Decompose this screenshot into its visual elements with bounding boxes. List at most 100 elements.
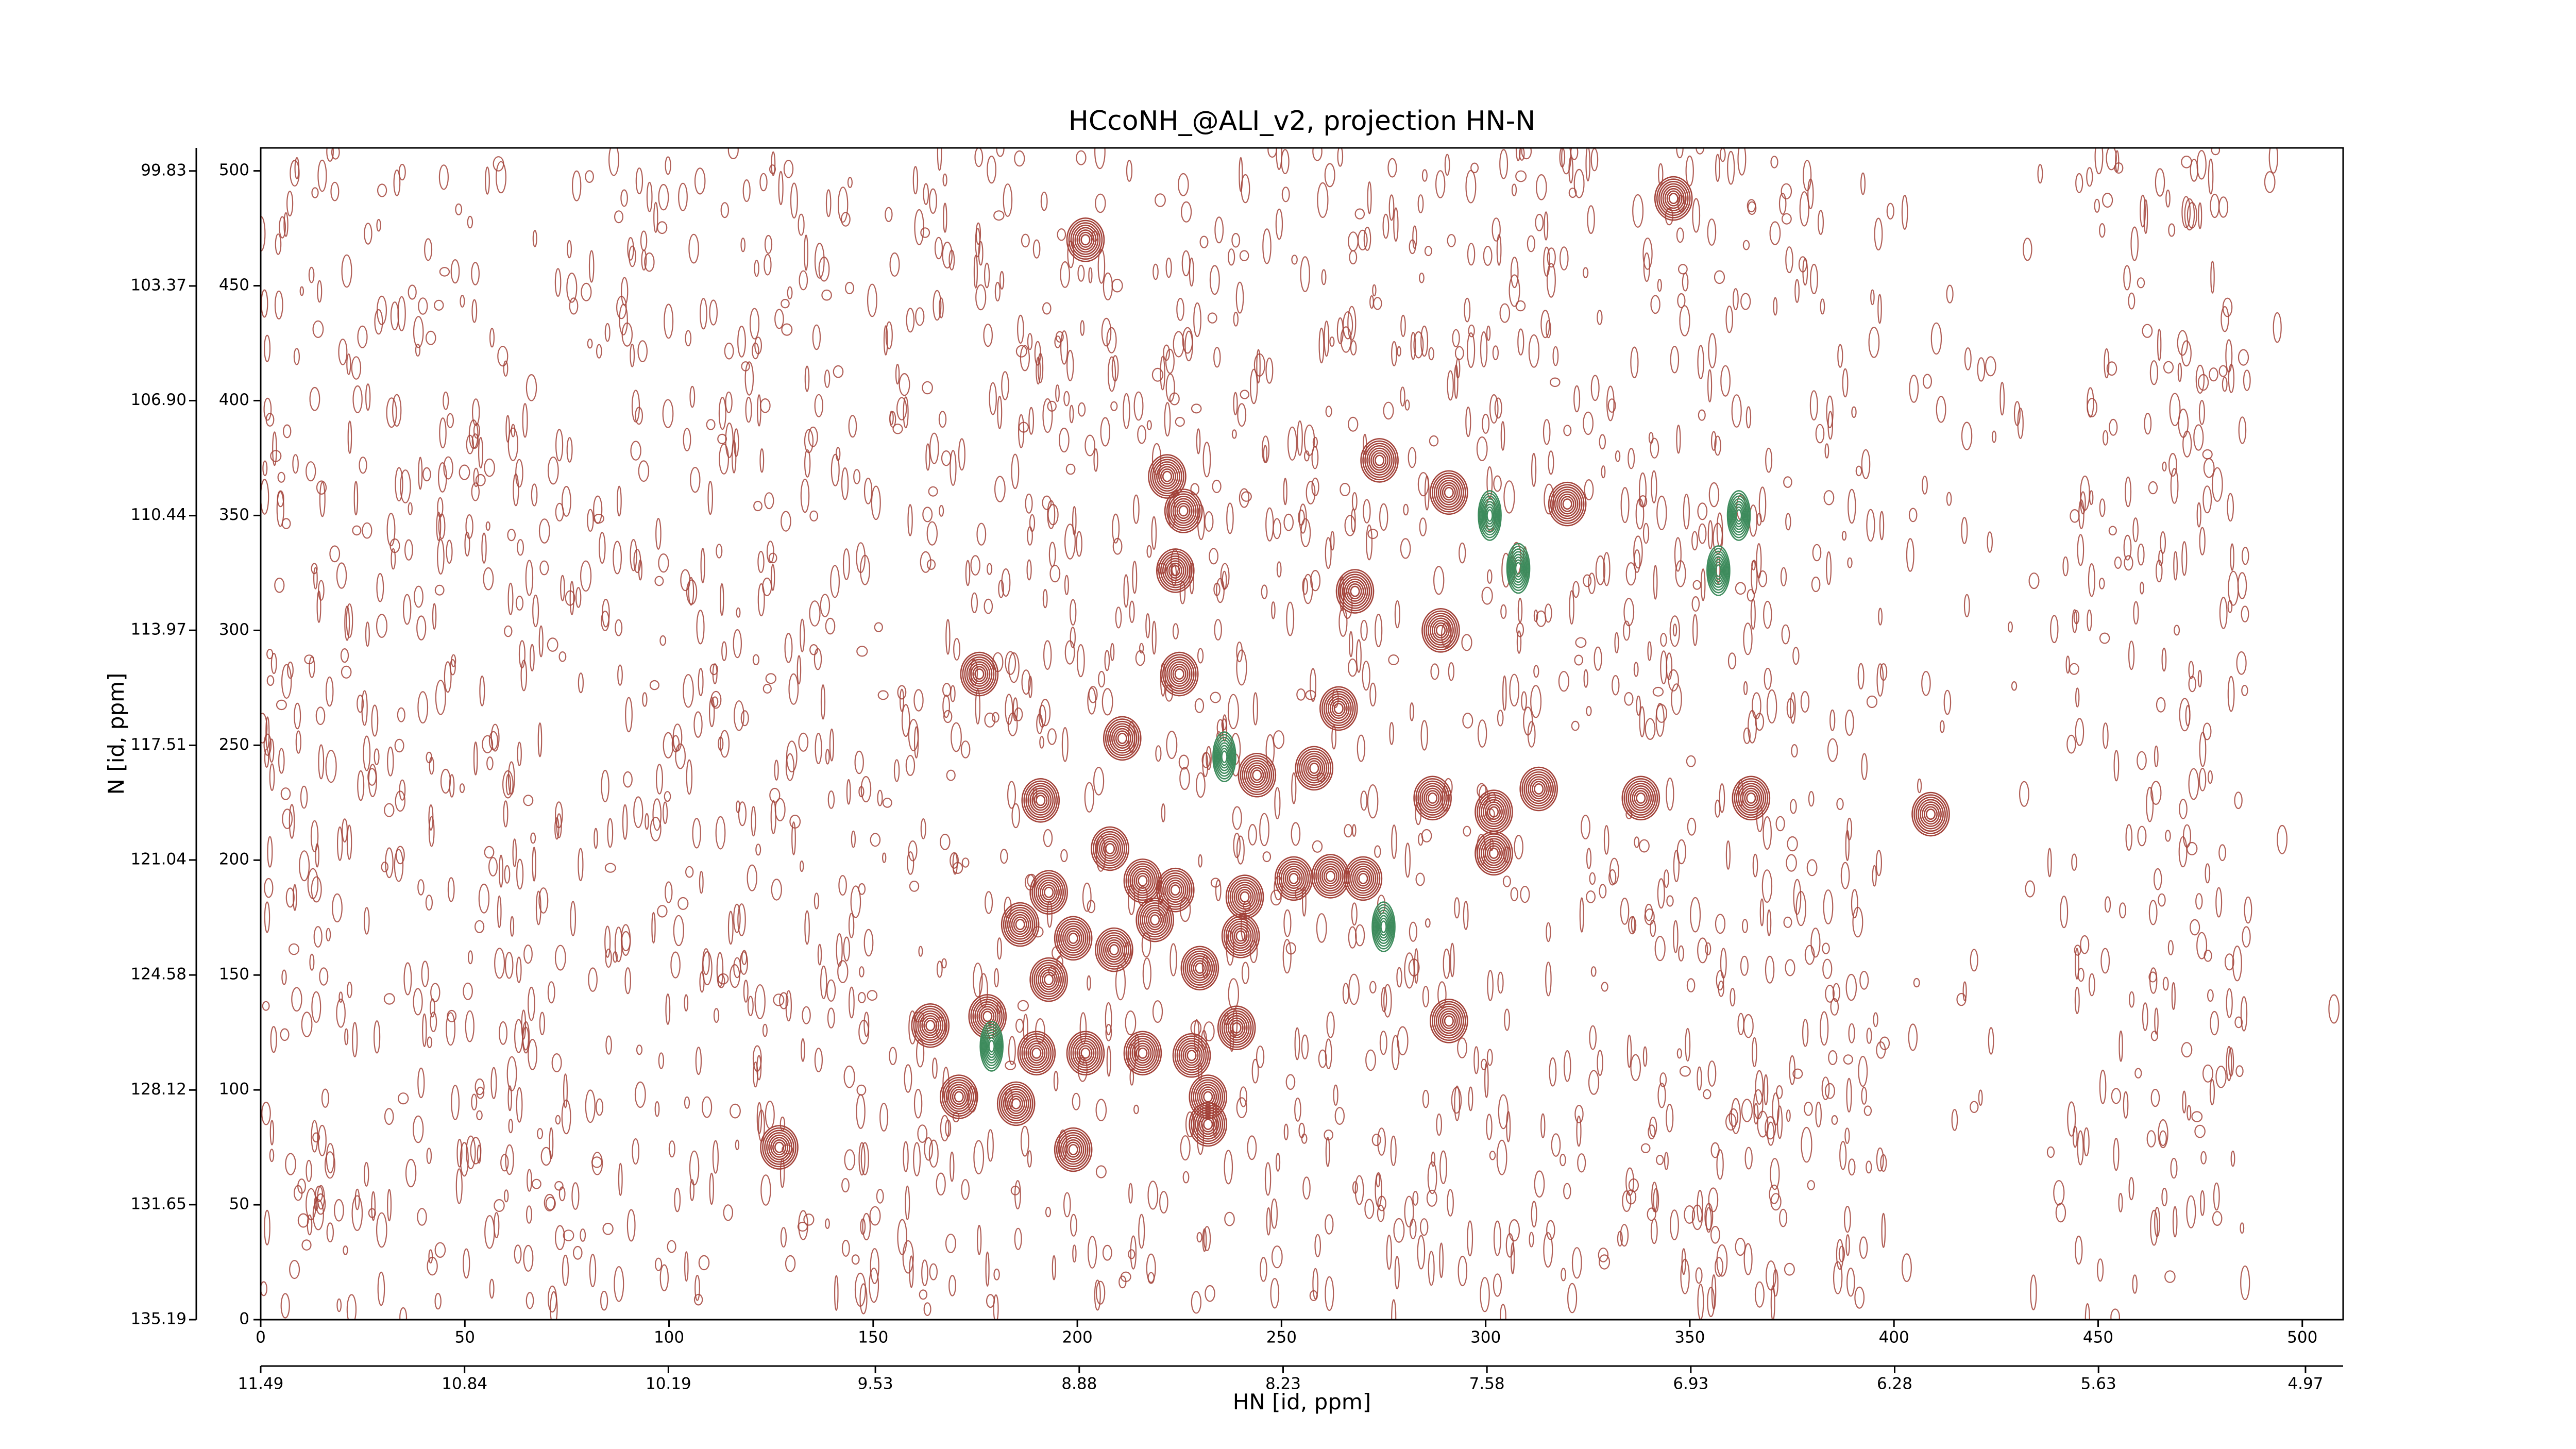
peak [1001,902,1040,947]
noise-contour [2219,597,2228,629]
noise-contour [481,532,487,564]
noise-contour [604,323,611,342]
peak-contour [766,1132,792,1163]
noise-contour [2211,467,2223,502]
noise-contour [950,852,959,869]
noise-contour [1362,661,1370,691]
peak-contour [1738,783,1765,814]
noise-contour [408,284,417,300]
noise-contour [1697,937,1708,964]
noise-contour [1014,1227,1022,1250]
noise-contour [1943,689,1952,715]
noise-contour [1546,1220,1555,1240]
noise-contour [1812,544,1822,562]
noise-contour [1391,824,1397,860]
noise-contour [1804,945,1815,965]
peak-contour [1054,916,1093,961]
noise-contour [2074,948,2079,980]
noise-contour [1309,1290,1318,1301]
peak-contour [1003,1088,1029,1119]
noise-contour [532,230,537,247]
noise-contour [1383,401,1394,420]
noise-contour [856,1084,867,1096]
noise-contour [1503,480,1515,514]
noise-contour [663,801,668,824]
noise-contour [1271,1245,1283,1269]
noise-contour [390,301,399,331]
noise-contour [1665,208,1673,226]
noise-contour [1191,403,1202,414]
noise-contour [2142,324,2153,338]
noise-contour [1827,738,1838,762]
noise-contour [1026,559,1032,581]
noise-contour [745,396,752,423]
noise-contour [924,1137,933,1161]
noise-contour [2232,945,2242,982]
noise-contour [1568,188,1577,198]
noise-contour [277,490,284,508]
noise-contour [1437,981,1447,1008]
noise-contour [1687,817,1697,836]
noise-contour [1571,720,1580,731]
noise-contour [690,467,701,493]
noise-contour [1859,971,1869,990]
peak-contour [1097,833,1123,864]
noise-contour [1015,345,1027,358]
peak-contour [1278,861,1309,896]
noise-contour [655,518,662,550]
peak-contour [1726,490,1751,541]
noise-contour [465,514,473,539]
noise-contour [1843,1054,1853,1065]
noise-contour [2075,718,2084,746]
peak-contour [974,1001,1001,1032]
noise-contour [1213,347,1221,368]
noise-contour [1101,317,1112,347]
noise-contour [1866,1160,1872,1174]
peak-contour [1274,856,1313,901]
peak [1017,1031,1056,1076]
noise-contour [1586,848,1592,869]
peak-contour [1428,615,1454,646]
noise-contour [1132,561,1138,594]
peak-contour [1431,620,1450,641]
peak-contour [1129,1038,1156,1069]
noise-contour [1527,721,1536,748]
noise-contour [394,849,404,882]
noise-contour [614,1266,624,1302]
noise-contour [1428,1251,1435,1286]
noise-contour [580,1228,586,1242]
peak-contour [1229,879,1260,915]
peak-contour [1532,781,1546,797]
noise-contour [2163,361,2174,374]
noise-contour [889,252,900,277]
noise-contour [809,600,821,627]
noise-contour [1517,598,1523,624]
peak-contour [1107,941,1121,958]
noise-contour [1193,302,1201,338]
noise-contour [2102,193,2113,208]
peak-contour [1225,1015,1248,1041]
peak-contour [1127,1035,1158,1071]
noise-contour [1421,829,1432,843]
noise-contour [2106,361,2117,376]
noise-contour [1172,623,1179,639]
noise-contour [1350,340,1357,356]
peak-contour [1029,1045,1044,1062]
noise-contour [307,868,319,899]
noise-contour [1164,402,1171,437]
peak-contour [966,659,993,689]
noise-contour [727,148,739,159]
noise-contour [1053,1070,1059,1091]
x2-tick-label: 5.63 [2081,1375,2116,1393]
noise-contour [1715,1257,1724,1277]
noise-contour [1848,1023,1855,1043]
noise-contour [465,1135,476,1169]
noise-contour [2230,543,2234,571]
noise-contour [269,763,275,791]
noise-contour [740,710,749,727]
noise-contour [975,228,981,258]
noise-contour [1708,1187,1719,1212]
noise-contour [1060,849,1068,863]
peak-contour [1225,918,1256,954]
noise-contour [2137,825,2147,847]
